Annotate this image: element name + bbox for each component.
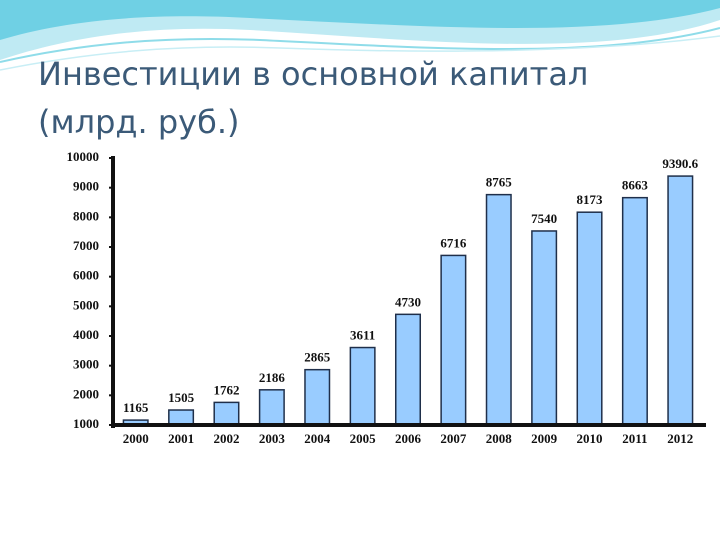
value-label: 9390.6 <box>662 156 698 171</box>
x-tick-label: 2008 <box>486 431 513 446</box>
x-tick-label: 2012 <box>667 431 693 446</box>
value-label: 1165 <box>123 400 149 415</box>
x-tick-label: 2009 <box>531 431 558 446</box>
x-tick-label: 2003 <box>259 431 286 446</box>
value-label: 6716 <box>440 235 467 250</box>
y-tick-label: 7000 <box>73 238 99 253</box>
y-tick-label: 2000 <box>73 386 99 401</box>
bar <box>213 401 240 426</box>
value-label: 4730 <box>395 294 421 309</box>
y-tick-label: 6000 <box>73 268 99 283</box>
x-tick-label: 2002 <box>213 431 239 446</box>
x-tick-label: 2000 <box>123 431 149 446</box>
value-label: 8663 <box>622 178 649 193</box>
bar <box>667 175 694 426</box>
x-tick-label: 2010 <box>577 431 603 446</box>
bar <box>531 230 558 426</box>
value-label: 2186 <box>259 370 286 385</box>
bar <box>576 211 603 426</box>
value-label: 8765 <box>486 175 513 190</box>
bar <box>621 196 648 426</box>
y-tick-label: 5000 <box>73 297 99 312</box>
y-tick-label: 3000 <box>73 357 99 372</box>
x-tick-label: 2006 <box>395 431 422 446</box>
chart-subtitle: (млрд. руб.) <box>38 103 240 141</box>
bar <box>485 193 512 426</box>
x-tick-label: 2005 <box>350 431 377 446</box>
value-label: 7540 <box>531 211 557 226</box>
bar <box>394 313 422 426</box>
y-tick-label: 9000 <box>73 179 99 194</box>
x-tick-label: 2001 <box>168 431 194 446</box>
value-label: 2865 <box>304 350 331 365</box>
bar <box>349 346 376 426</box>
y-tick-label: 8000 <box>73 208 99 223</box>
bar <box>258 389 285 426</box>
header-wave <box>0 0 720 71</box>
value-label: 8173 <box>577 192 604 207</box>
bar <box>168 409 195 426</box>
x-tick-label: 2004 <box>304 431 331 446</box>
y-tick-label: 10000 <box>67 149 100 164</box>
y-tick-label: 1000 <box>73 416 99 431</box>
bar <box>440 254 467 426</box>
value-label: 1505 <box>168 390 195 405</box>
value-label: 3611 <box>350 328 375 343</box>
value-label: 1762 <box>213 382 239 397</box>
bar <box>304 368 331 426</box>
chart-title: Инвестиции в основной капитал <box>38 55 588 93</box>
x-tick-label: 2007 <box>440 431 467 446</box>
y-tick-label: 4000 <box>73 327 99 342</box>
x-tick-label: 2011 <box>622 431 647 446</box>
